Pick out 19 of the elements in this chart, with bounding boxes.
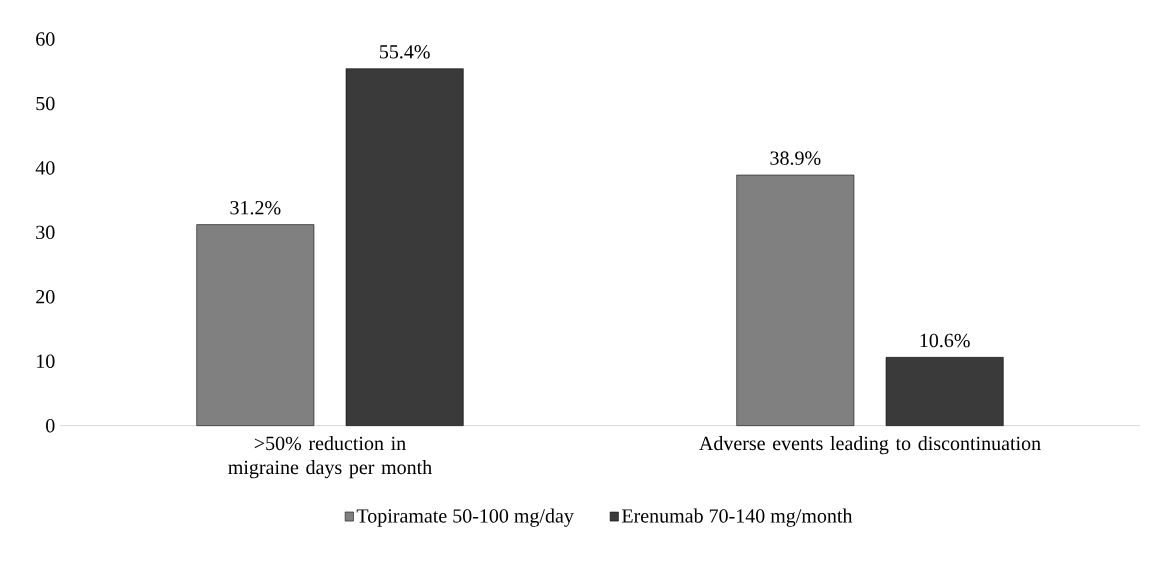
bar	[736, 174, 855, 426]
bar	[885, 357, 1004, 426]
y-tick-label: 40	[35, 161, 55, 175]
bar	[196, 224, 315, 426]
legend-label: Topiramate 50-100 mg/day	[356, 508, 574, 527]
y-tick-label: 10	[37, 354, 55, 368]
y-tick-label: 20	[36, 290, 55, 304]
y-tick-label: 0	[46, 418, 55, 433]
x-tick-label: Adverse events leading to discontinuation	[699, 436, 1041, 455]
data-label: 31.2%	[230, 200, 281, 215]
bar	[345, 68, 464, 426]
data-label: 55.4%	[380, 45, 430, 59]
y-tick-label: 50	[36, 96, 55, 111]
y-tick-label: 60	[36, 32, 55, 46]
data-label: 10.6%	[920, 333, 970, 348]
x-tick-label: >50% reduction in migraine days per month	[228, 436, 432, 479]
legend-label: Erenumab 70-140 mg/month	[621, 508, 853, 527]
data-label: 38.9%	[770, 151, 821, 165]
y-tick-label: 30	[36, 225, 55, 240]
